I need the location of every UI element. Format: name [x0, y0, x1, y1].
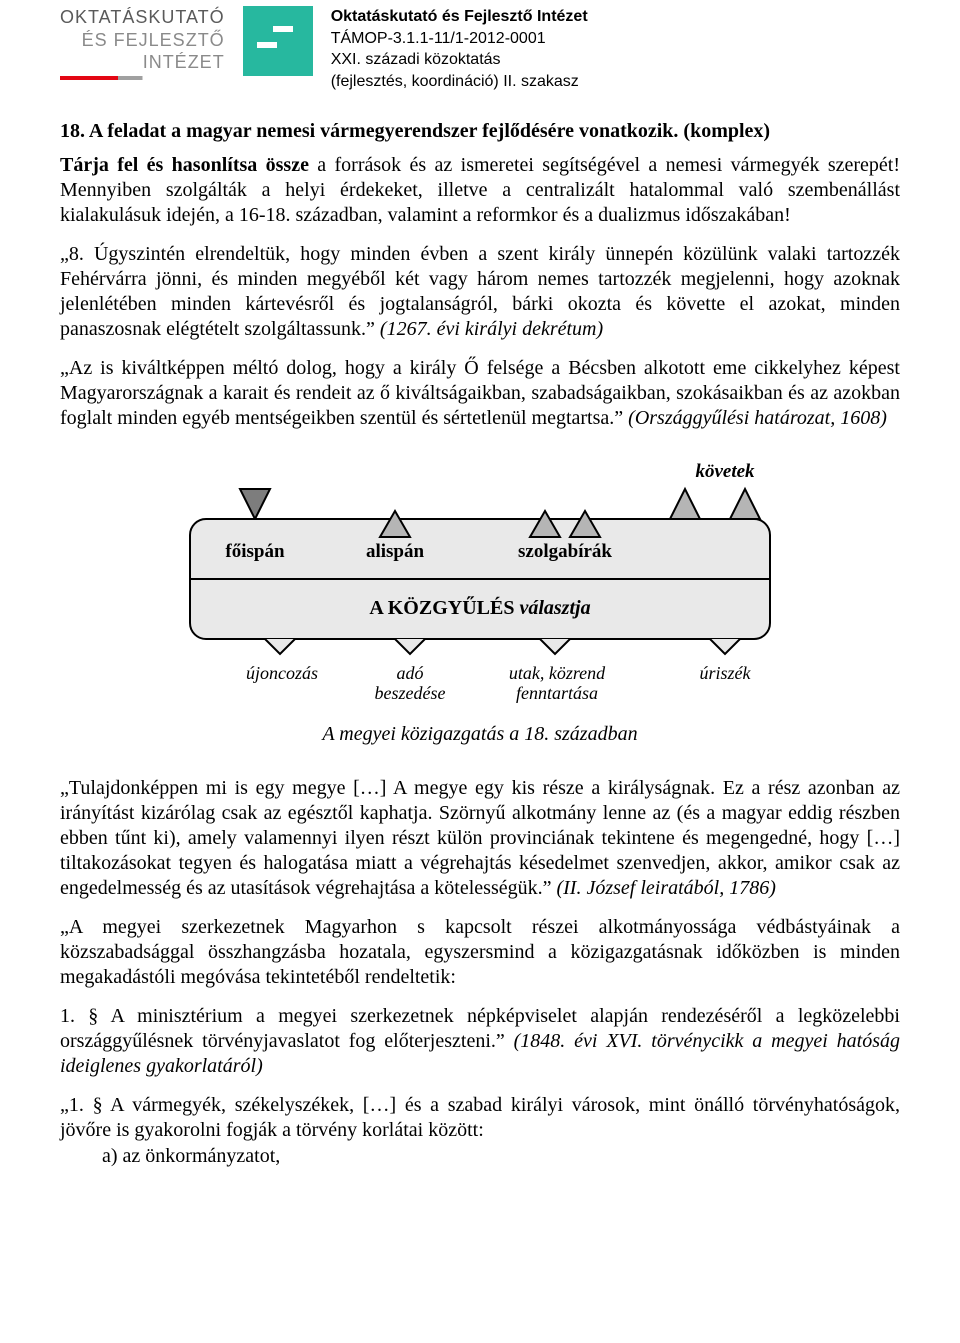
diagram-svg: követek főispán alispán szolgabírák	[170, 459, 790, 719]
logo-line2: ÉS FEJLESZTŐ	[60, 29, 225, 52]
triangle-up-icon	[670, 489, 700, 519]
diagram-caption: A megyei közigazgatás a 18. században	[170, 723, 790, 746]
document-header: OKTATÁSKUTATÓ ÉS FEJLESZTŐ INTÉZET Oktat…	[60, 0, 900, 92]
diagram-bottom-4: úriszék	[700, 663, 752, 683]
source-3-cite: (II. József leiratából, 1786)	[556, 877, 775, 899]
triangle-up-icon	[730, 489, 760, 519]
source-1: „8. Úgyszintén elrendeltük, hogy minden …	[60, 242, 900, 342]
diagram-bottom-3: utak, közrendfenntartása	[509, 663, 606, 703]
logo-underline	[60, 76, 225, 80]
source-5-a: a) az önkormányzatot,	[60, 1145, 900, 1168]
county-admin-diagram: követek főispán alispán szolgabírák	[170, 459, 790, 746]
chevron-down-icon	[265, 639, 295, 654]
source-4-item: 1. § A minisztérium a megyei szerkezetne…	[60, 1004, 900, 1079]
source-2-cite: (Országgyűlési határozat, 1608)	[628, 407, 887, 429]
diagram-center-main: A KÖZGYŰLÉS	[369, 595, 514, 619]
triangle-down-icon	[240, 489, 270, 519]
meta-line3: XXI. századi közoktatás	[331, 49, 588, 71]
chevron-down-icon	[540, 639, 570, 654]
diagram-label-alispan: alispán	[366, 541, 425, 562]
diagram-center-text: A KÖZGYŰLÉS választja	[369, 595, 590, 619]
diagram-bottom-2: adóbeszedése	[375, 663, 446, 703]
diagram-label-szolgabirak: szolgabírák	[518, 541, 612, 562]
meta-line2: TÁMOP-3.1.1-11/1-2012-0001	[331, 28, 588, 50]
logo-line1: OKTATÁSKUTATÓ	[60, 6, 225, 29]
chevron-down-icon	[710, 639, 740, 654]
diagram-center-verb: választja	[519, 597, 590, 619]
task-instruction: Tárja fel és hasonlítsa össze a források…	[60, 153, 900, 228]
diagram-block: követek főispán alispán szolgabírák	[60, 459, 900, 746]
page: OKTATÁSKUTATÓ ÉS FEJLESZTŐ INTÉZET Oktat…	[0, 0, 960, 1228]
diagram-label-foispan: főispán	[225, 541, 285, 562]
header-meta: Oktatáskutató és Fejlesztő Intézet TÁMOP…	[331, 6, 588, 92]
institute-logo-icon	[243, 6, 313, 76]
source-3: „Tulajdonképpen mi is egy megye […] A me…	[60, 776, 900, 901]
source-5: „1. § A vármegyék, székelyszékek, […] és…	[60, 1093, 900, 1143]
diagram-top-right-label: követek	[695, 461, 755, 482]
meta-line4: (fejlesztés, koordináció) II. szakasz	[331, 71, 588, 93]
logo-line3: INTÉZET	[60, 51, 225, 74]
task-title: 18. A feladat a magyar nemesi vármegyere…	[60, 120, 900, 143]
source-1-cite: (1267. évi királyi dekrétum)	[380, 318, 603, 340]
institute-logo-text: OKTATÁSKUTATÓ ÉS FEJLESZTŐ INTÉZET	[60, 6, 225, 80]
chevron-down-icon	[395, 639, 425, 654]
source-2: „Az is kiváltképpen méltó dolog, hogy a …	[60, 356, 900, 431]
source-4-intro: „A megyei szerkezetnek Magyarhon s kapcs…	[60, 915, 900, 990]
instruction-bold: Tárja fel és hasonlítsa össze	[60, 154, 317, 176]
diagram-bottom-1: újoncozás	[246, 663, 318, 683]
meta-line1: Oktatáskutató és Fejlesztő Intézet	[331, 6, 588, 28]
